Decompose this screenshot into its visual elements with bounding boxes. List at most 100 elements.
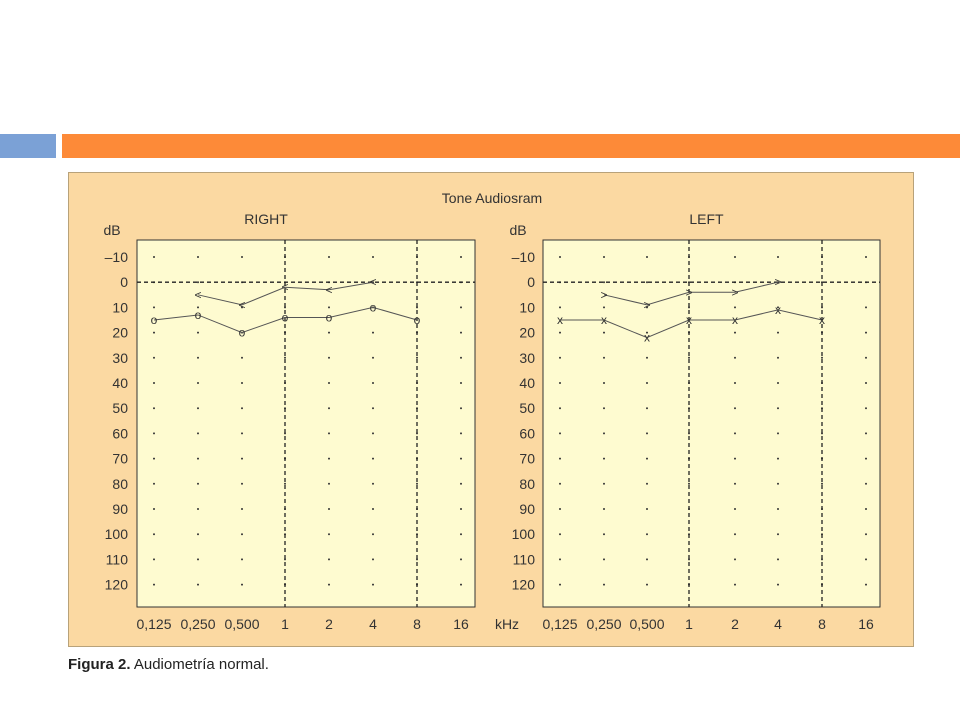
grid-dot bbox=[865, 558, 867, 561]
grid-dot bbox=[241, 432, 243, 435]
grid-dot bbox=[603, 331, 605, 334]
grid-dot bbox=[416, 482, 418, 485]
grid-dot bbox=[372, 256, 374, 258]
y-tick-label: 50 bbox=[112, 400, 128, 416]
data-point-marker: o bbox=[370, 300, 377, 314]
figure-caption: Figura 2. Audiometría normal. bbox=[68, 656, 269, 673]
grid-dot bbox=[328, 356, 330, 359]
data-point-marker: x bbox=[686, 313, 692, 327]
grid-dot bbox=[603, 281, 605, 284]
data-point-marker: < bbox=[194, 288, 201, 302]
grid-dot bbox=[777, 306, 779, 309]
grid-dot bbox=[559, 382, 561, 384]
grid-dot bbox=[460, 382, 462, 384]
grid-dot bbox=[153, 457, 155, 460]
grid-dot bbox=[646, 457, 648, 460]
grid-dot bbox=[372, 432, 374, 435]
grid-dot bbox=[197, 306, 199, 309]
grid-dot bbox=[197, 331, 199, 334]
grid-dot bbox=[197, 407, 199, 410]
y-tick-label: 40 bbox=[519, 375, 535, 391]
grid-dot bbox=[734, 331, 736, 334]
grid-dot bbox=[777, 356, 779, 359]
x-tick-label: 16 bbox=[453, 616, 469, 632]
grid-dot bbox=[241, 508, 243, 510]
data-point-marker: < bbox=[325, 283, 332, 297]
grid-dot bbox=[603, 382, 605, 384]
panel-label-right: RIGHT bbox=[244, 211, 288, 227]
grid-dot bbox=[372, 382, 374, 384]
grid-dot bbox=[777, 331, 779, 334]
x-tick-label: 2 bbox=[325, 616, 333, 632]
grid-dot bbox=[197, 533, 199, 536]
plot-area-left bbox=[542, 239, 881, 608]
grid-dot bbox=[559, 256, 561, 258]
grid-dot bbox=[646, 508, 648, 510]
grid-dot bbox=[603, 432, 605, 435]
grid-dot bbox=[241, 533, 243, 536]
grid-dot bbox=[865, 407, 867, 410]
x-tick-label: 0,125 bbox=[136, 616, 171, 632]
grid-dot bbox=[777, 256, 779, 258]
grid-dot bbox=[734, 457, 736, 460]
grid-dot bbox=[241, 306, 243, 309]
grid-dot bbox=[646, 306, 648, 309]
grid-dot bbox=[328, 432, 330, 435]
grid-dot bbox=[460, 331, 462, 334]
y-tick-label: 60 bbox=[519, 425, 535, 441]
grid-dot bbox=[372, 508, 374, 510]
data-point-marker: > bbox=[774, 275, 781, 289]
data-point-marker: o bbox=[151, 313, 158, 327]
grid-dot bbox=[734, 583, 736, 586]
grid-dot bbox=[328, 306, 330, 309]
grid-dot bbox=[865, 508, 867, 510]
x-tick-label: 0,500 bbox=[224, 616, 259, 632]
caption-label: Figura 2. bbox=[68, 656, 131, 673]
grid-dot bbox=[865, 306, 867, 309]
y-tick-label: 0 bbox=[120, 274, 128, 290]
grid-dot bbox=[777, 508, 779, 510]
grid-dot bbox=[821, 482, 823, 485]
grid-dot bbox=[734, 382, 736, 384]
y-tick-label: 120 bbox=[105, 577, 129, 593]
x-tick-label: 2 bbox=[731, 616, 739, 632]
accent-bar-blue bbox=[0, 134, 56, 158]
x-tick-label: 8 bbox=[818, 616, 826, 632]
grid-dot bbox=[777, 457, 779, 460]
grid-dot bbox=[153, 306, 155, 309]
y-tick-label: 90 bbox=[112, 501, 128, 517]
grid-dot bbox=[416, 356, 418, 359]
grid-dot bbox=[372, 407, 374, 410]
y-axis-label: dB bbox=[103, 222, 120, 238]
grid-dot bbox=[646, 432, 648, 435]
y-tick-label: 10 bbox=[519, 299, 535, 315]
grid-dot bbox=[559, 356, 561, 359]
grid-dot bbox=[153, 256, 155, 258]
grid-dot bbox=[153, 482, 155, 485]
grid-dot bbox=[777, 432, 779, 435]
grid-dot bbox=[328, 533, 330, 536]
grid-dot bbox=[865, 583, 867, 586]
y-tick-label: 80 bbox=[112, 476, 128, 492]
grid-dot bbox=[865, 457, 867, 460]
grid-dot bbox=[646, 382, 648, 384]
grid-dot bbox=[153, 382, 155, 384]
grid-dot bbox=[559, 583, 561, 586]
grid-dot bbox=[646, 256, 648, 258]
grid-dot bbox=[153, 407, 155, 410]
grid-dot bbox=[460, 558, 462, 561]
grid-dot bbox=[821, 356, 823, 359]
grid-dot bbox=[197, 583, 199, 586]
grid-dot bbox=[646, 533, 648, 536]
grid-dot bbox=[372, 533, 374, 536]
series-line-left-1 bbox=[603, 281, 779, 306]
grid-dot bbox=[153, 331, 155, 334]
data-point-marker: < bbox=[281, 280, 288, 294]
grid-dot bbox=[865, 533, 867, 536]
x-tick-label: 0,500 bbox=[629, 616, 664, 632]
grid-dot bbox=[197, 482, 199, 485]
grid-dot bbox=[153, 508, 155, 510]
x-tick-label: 1 bbox=[685, 616, 693, 632]
grid-dot bbox=[328, 407, 330, 410]
y-tick-label: 0 bbox=[527, 274, 535, 290]
